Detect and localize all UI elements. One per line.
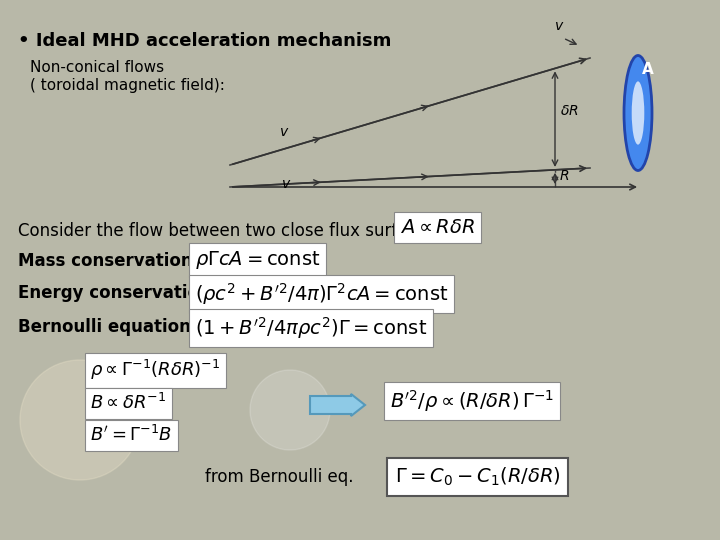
Text: $B \propto \delta R^{-1}$: $B \propto \delta R^{-1}$ xyxy=(90,393,166,413)
FancyArrow shape xyxy=(310,394,365,416)
Text: Energy conservation:: Energy conservation: xyxy=(18,284,217,302)
Circle shape xyxy=(250,370,330,450)
Text: $B^{\prime} = \Gamma^{-1}B$: $B^{\prime} = \Gamma^{-1}B$ xyxy=(90,425,172,445)
Text: $\rho \propto \Gamma^{-1}(R\delta R)^{-1}$: $\rho \propto \Gamma^{-1}(R\delta R)^{-1… xyxy=(90,358,220,382)
Text: $(\rho c^2 + B^{\prime 2}/4\pi)\Gamma^2 c A = \mathrm{const}$: $(\rho c^2 + B^{\prime 2}/4\pi)\Gamma^2 … xyxy=(195,281,449,307)
Text: v: v xyxy=(279,125,288,139)
Text: Bernoulli equation:: Bernoulli equation: xyxy=(18,318,197,336)
Text: v: v xyxy=(555,19,563,33)
Circle shape xyxy=(20,360,140,480)
Text: Consider the flow between two close flux surfaces,: Consider the flow between two close flux… xyxy=(18,222,441,240)
Text: Non-conical flows: Non-conical flows xyxy=(30,60,164,75)
Text: ( toroidal magnetic field):: ( toroidal magnetic field): xyxy=(30,78,225,93)
Text: v: v xyxy=(282,177,290,191)
Text: from Bernoulli eq.: from Bernoulli eq. xyxy=(205,468,354,486)
Text: $(1 + B^{\prime 2}/4\pi\rho c^2)\Gamma = \mathrm{const}$: $(1 + B^{\prime 2}/4\pi\rho c^2)\Gamma =… xyxy=(195,315,427,341)
Text: $\Gamma = C_0 - C_1(R/\delta R)$: $\Gamma = C_0 - C_1(R/\delta R)$ xyxy=(395,466,561,488)
Text: R: R xyxy=(560,170,570,184)
Ellipse shape xyxy=(624,56,652,171)
Text: $A \propto R\delta R$: $A \propto R\delta R$ xyxy=(400,218,475,237)
Text: • Ideal MHD acceleration mechanism: • Ideal MHD acceleration mechanism xyxy=(18,32,392,50)
Ellipse shape xyxy=(631,82,644,145)
Text: Mass conservation:: Mass conservation: xyxy=(18,252,199,270)
Text: A: A xyxy=(642,62,654,77)
Text: $\rho\Gamma c A = \mathrm{const}$: $\rho\Gamma c A = \mathrm{const}$ xyxy=(195,249,320,271)
Text: $B^{\prime 2}/\rho \propto (R/\delta R)\,\Gamma^{-1}$: $B^{\prime 2}/\rho \propto (R/\delta R)\… xyxy=(390,388,554,414)
Text: $\delta R$: $\delta R$ xyxy=(560,104,579,118)
